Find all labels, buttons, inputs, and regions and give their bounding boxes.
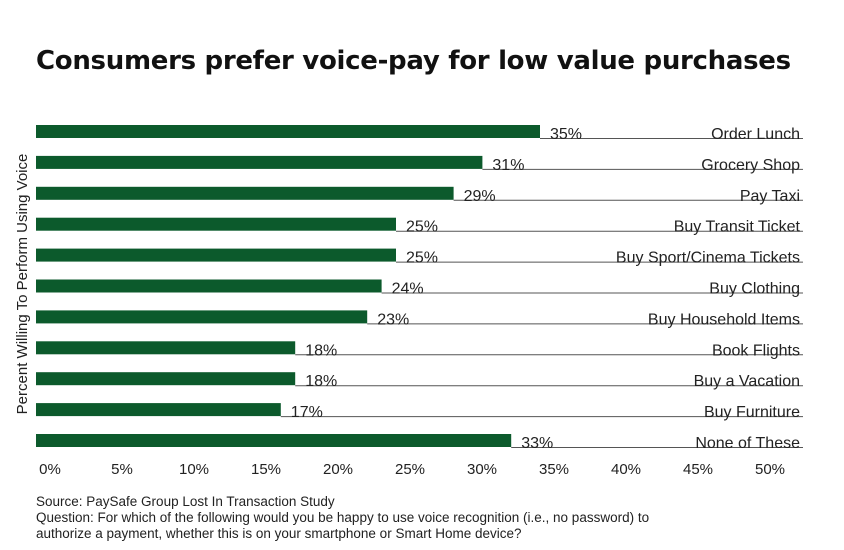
y-axis-label: Percent Willing To Perform Using Voice xyxy=(14,154,31,415)
bars-group: 35% Order Lunch 31% Grocery Shop 29% Pay Taxi… xyxy=(36,125,803,452)
bar xyxy=(36,155,483,169)
bar-value-label: 31% xyxy=(492,157,524,174)
x-tick-label: 25% xyxy=(395,461,425,478)
bar xyxy=(36,279,382,293)
x-tick-label: 20% xyxy=(323,461,353,478)
bar xyxy=(36,403,281,417)
bar xyxy=(36,186,454,200)
x-tick-label: 45% xyxy=(683,461,713,478)
bar-chart: Percent Willing To Perform Using Voice 3… xyxy=(14,125,803,478)
x-tick-label: 35% xyxy=(539,461,569,478)
source-line: Source: PaySafe Group Lost In Transactio… xyxy=(36,494,335,509)
bar xyxy=(36,341,296,355)
chart-title: Consumers prefer voice-pay for low value… xyxy=(36,46,791,76)
bar-value-label: 25% xyxy=(406,219,438,236)
x-tick-label: 0% xyxy=(39,461,61,478)
x-tick-label: 40% xyxy=(611,461,641,478)
bar-value-label: 24% xyxy=(392,281,424,298)
x-tick-label: 30% xyxy=(467,461,497,478)
bar-value-label: 25% xyxy=(406,250,438,267)
category-label: Order Lunch xyxy=(711,126,800,143)
x-axis-ticks: 0% 5% 10% 15% 20% 25% 30% 35% 40% 45% 50% xyxy=(39,461,785,478)
bar-value-label: 29% xyxy=(464,188,496,205)
bar-value-label: 23% xyxy=(377,311,409,328)
bar-value-label: 17% xyxy=(291,404,323,421)
category-label: Pay Taxi xyxy=(740,188,800,205)
bar-value-label: 33% xyxy=(521,435,553,452)
category-label: Buy Transit Ticket xyxy=(674,219,801,236)
category-label: None of These xyxy=(695,435,800,452)
question-line-1: Question: For which of the following wou… xyxy=(36,510,650,525)
x-tick-label: 15% xyxy=(251,461,281,478)
bar xyxy=(36,434,512,447)
category-label: Buy a Vacation xyxy=(694,373,800,390)
category-label: Grocery Shop xyxy=(701,157,800,174)
bar xyxy=(36,372,296,386)
bar xyxy=(36,248,396,262)
bar xyxy=(36,217,396,231)
category-label: Buy Clothing xyxy=(709,281,800,298)
category-label: Buy Furniture xyxy=(704,404,800,421)
x-tick-label: 50% xyxy=(755,461,785,478)
x-tick-label: 5% xyxy=(111,461,133,478)
bar xyxy=(36,125,540,138)
x-tick-label: 10% xyxy=(179,461,209,478)
bar-value-label: 18% xyxy=(305,373,337,390)
bar-value-label: 35% xyxy=(550,126,582,143)
question-line-2: authorize a payment, whether this is on … xyxy=(36,526,522,541)
bar-value-label: 18% xyxy=(305,342,337,359)
category-label: Book Flights xyxy=(712,342,800,359)
bar xyxy=(36,310,368,324)
source-note: Source: PaySafe Group Lost In Transactio… xyxy=(36,494,796,542)
category-label: Buy Sport/Cinema Tickets xyxy=(616,250,800,267)
category-label: Buy Household Items xyxy=(648,311,800,328)
